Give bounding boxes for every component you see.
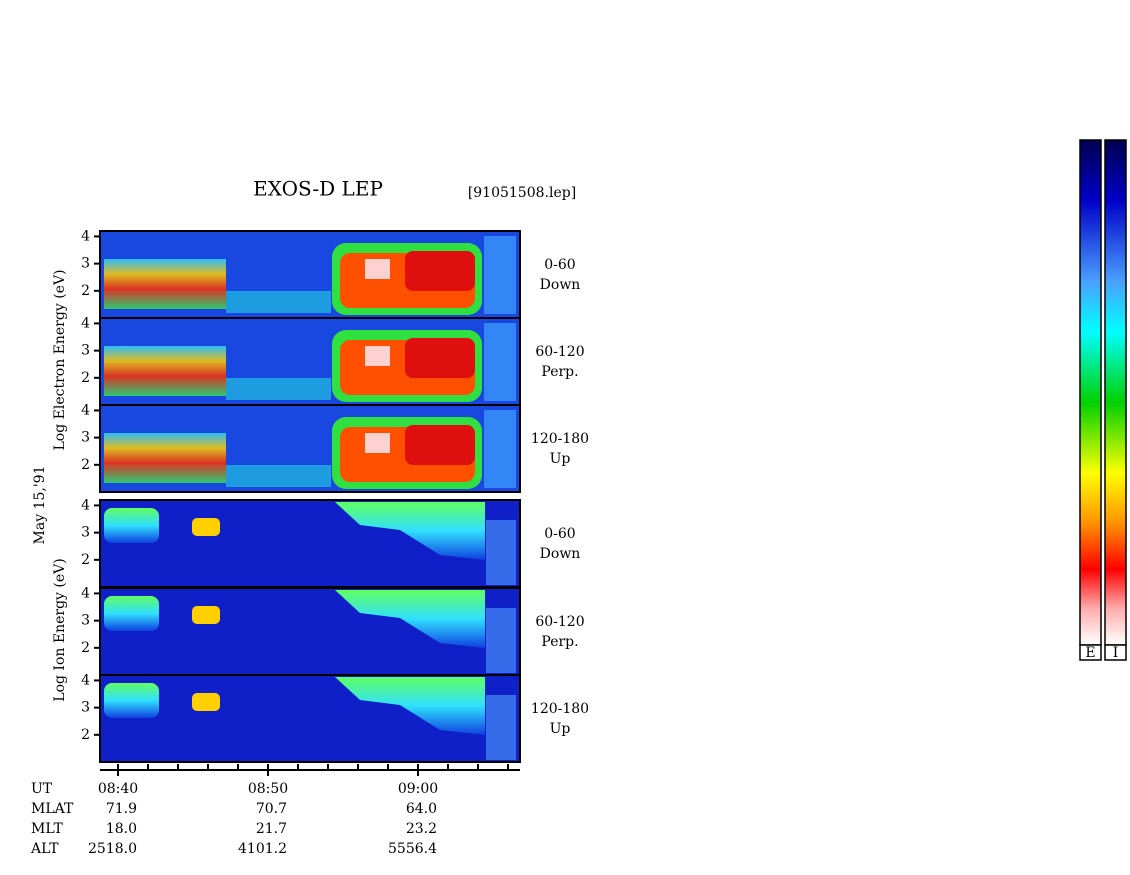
spectrum-blob	[486, 695, 516, 760]
y-tick-label: 4	[81, 672, 90, 688]
spectrum-band	[226, 465, 331, 487]
spectrum-blob	[484, 323, 516, 401]
direction-label: Up	[550, 451, 571, 467]
row-header: UT	[31, 781, 53, 797]
y-tick-label: 2	[81, 640, 90, 656]
x-tick-label: 08:40	[98, 781, 138, 797]
spectrum-blob	[104, 596, 159, 631]
y-tick-label: 2	[81, 727, 90, 743]
spectrum-band	[104, 259, 226, 309]
color-bar-label: E	[1085, 645, 1095, 661]
y-tick-label: 3	[81, 700, 90, 716]
table-value: 21.7	[256, 821, 287, 837]
spectrum-blob	[365, 259, 390, 279]
spectrum-band	[104, 433, 226, 483]
row-header: MLAT	[31, 801, 74, 817]
color-bar-label: I	[1113, 645, 1119, 661]
spectrum-blob	[365, 346, 390, 366]
y-tick-label: 2	[81, 370, 90, 386]
spectrum-blob	[104, 508, 159, 543]
spectrogram-panels: 2 3 4 0-60 Down 2 3 4 60-120 Perp. 2 3 4 120-180 Up 2 3 4…	[81, 228, 589, 763]
spectrum-blob	[486, 608, 516, 673]
direction-label: Perp.	[541, 634, 578, 650]
pitch-angle-label: 0-60	[544, 526, 575, 542]
file-name: [91051508.lep]	[468, 185, 576, 201]
y-tick-label: 2	[81, 552, 90, 568]
spectrum-blob	[104, 683, 159, 718]
pitch-angle-label: 120-180	[531, 701, 589, 717]
table-value: 2518.0	[88, 841, 137, 857]
y-tick-label: 4	[81, 315, 90, 331]
spectrum-blob	[484, 236, 516, 314]
pitch-angle-label: 120-180	[531, 431, 589, 447]
y-tick-label: 2	[81, 283, 90, 299]
pitch-angle-label: 0-60	[544, 257, 575, 273]
pitch-angle-label: 60-120	[535, 614, 584, 630]
spectrum-band	[104, 346, 226, 396]
direction-label: Up	[550, 721, 571, 737]
y-tick-label: 3	[81, 343, 90, 359]
row-header: ALT	[30, 841, 59, 857]
y-tick-label: 3	[81, 430, 90, 446]
table-value: 70.7	[256, 801, 287, 817]
spectrum-blob	[335, 502, 485, 560]
spectrum-blob	[192, 693, 220, 711]
spectrum-blob	[405, 251, 475, 291]
spectrum-blob	[486, 520, 516, 585]
color-bar-label-box	[1079, 644, 1102, 661]
spectrum-blob	[335, 590, 485, 648]
pitch-angle-label: 60-120	[535, 344, 584, 360]
table-value: 5556.4	[388, 841, 437, 857]
table-value: 18.0	[106, 821, 137, 837]
table-value: 23.2	[406, 821, 437, 837]
y-tick-label: 4	[81, 585, 90, 601]
panel-frame	[99, 674, 521, 763]
table-value: 64.0	[406, 801, 437, 817]
y-tick-label: 4	[81, 228, 90, 244]
table-value: 4101.2	[238, 841, 287, 857]
y-tick-label: 4	[81, 497, 90, 513]
x-tick-label: 08:50	[248, 781, 288, 797]
direction-label: Down	[540, 546, 581, 562]
electron-axis-label: Log Electron Energy (eV)	[52, 269, 68, 450]
y-tick-label: 3	[81, 256, 90, 272]
panel-frame	[99, 404, 521, 493]
color-bar	[1079, 139, 1102, 646]
spectrum-band	[226, 378, 331, 400]
spectrum-blob	[335, 677, 485, 735]
date-label: May 15,'91	[32, 466, 48, 545]
table-value: 71.9	[106, 801, 137, 817]
direction-label: Perp.	[541, 364, 578, 380]
ion-axis-label: Log Ion Energy (eV)	[52, 558, 68, 701]
spectrum-blob	[405, 338, 475, 378]
spectrum-blob	[484, 410, 516, 488]
row-header: MLT	[31, 821, 63, 837]
spectrum-band	[226, 291, 331, 313]
color-bar-label-box	[1104, 644, 1127, 661]
spectrum-blob	[365, 433, 390, 453]
y-tick-label: 3	[81, 525, 90, 541]
spectrum-blob	[192, 606, 220, 624]
x-tick-label: 09:00	[398, 781, 438, 797]
y-tick-label: 4	[81, 402, 90, 418]
spectrum-blob	[192, 518, 220, 536]
y-tick-label: 3	[81, 613, 90, 629]
y-tick-label: 2	[81, 457, 90, 473]
spectrum-blob	[405, 425, 475, 465]
title: EXOS-D LEP	[253, 177, 383, 201]
direction-label: Down	[540, 277, 581, 293]
color-bar	[1104, 139, 1127, 646]
